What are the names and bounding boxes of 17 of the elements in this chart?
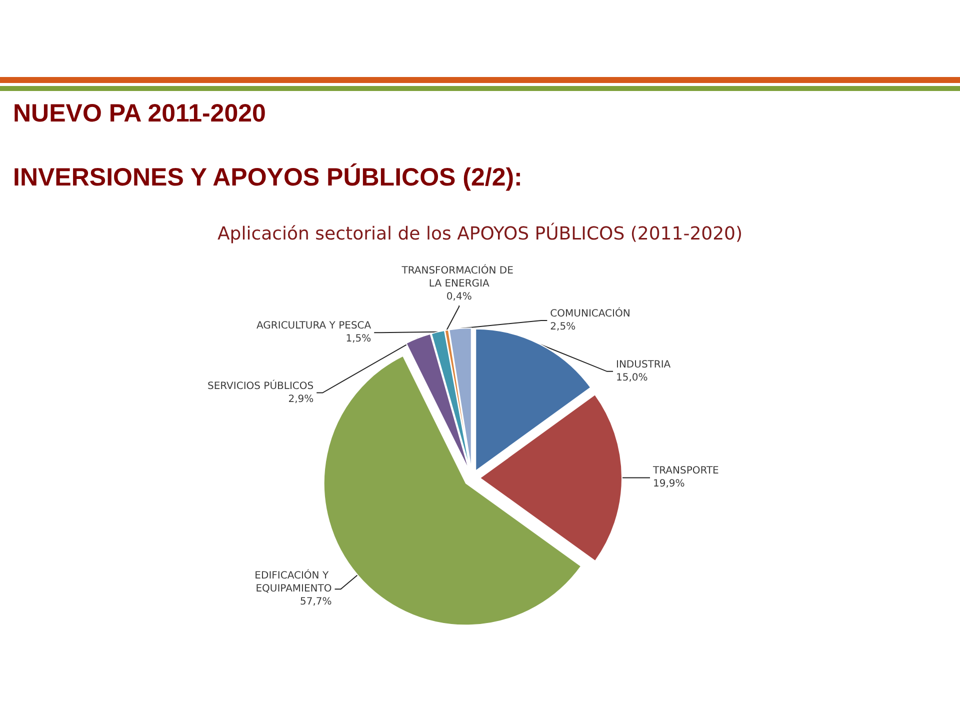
text: Aplicación sectorial de los APOYOS PÚBLICOS (2011-2020) [217, 222, 743, 244]
slice-label: SERVICIOS PÚBLICOS [207, 378, 314, 392]
data-label: 57,7% [300, 596, 332, 608]
slice-label: COMUNICACIÓN [550, 306, 630, 320]
data-label: 19,9% [653, 478, 685, 490]
data-label: 1,5% [346, 334, 372, 345]
slice-label: TRANSPORTE [652, 466, 719, 477]
data-label: 15,0% [616, 372, 648, 384]
chart-title: NUEVO PA 2011-2020 [13, 100, 266, 128]
data-label: 0,4% [446, 291, 472, 302]
slice-label: INDUSTRIA [616, 359, 671, 370]
slice-label: TRANSFORMACIÓN DE LA ENERGIA [400, 263, 517, 290]
slice-label: EDIFICACIÓN Y EQUIPAMIENTO [254, 568, 332, 595]
slice-label: AGRICULTURA Y PESCA [256, 320, 372, 332]
chart-subtitle: INVERSIONES Y APOYOS PÚBLICOS (2/2): [13, 162, 522, 192]
data-label: 2,5% [550, 322, 576, 333]
data-label: 2,9% [288, 394, 314, 405]
